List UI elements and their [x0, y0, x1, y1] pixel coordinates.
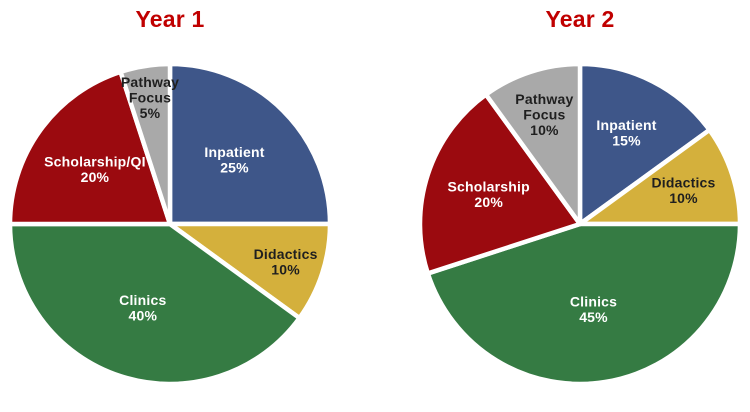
pie-year-2: Inpatient 15% Didactics 10% Clinics 45% Schola…	[417, 61, 743, 387]
year-2-title: Year 2	[545, 6, 615, 32]
pie-year-1-slice-pathway-focus	[118, 61, 173, 227]
pie-year-1: Inpatient 25% Didactics 10% Clinics 40% Schola…	[7, 61, 333, 387]
pie-year-2-slice-scholarship	[417, 92, 583, 276]
pie-year-1-label-scholarship-qi: Scholarship/QI 20%	[44, 154, 146, 186]
pie-year-1-label-pathway-focus: Pathway Focus 5%	[121, 74, 179, 121]
pie-year-1-slice-didactics	[167, 221, 333, 321]
pie-year-2-slice-pathway-focus	[483, 61, 583, 227]
pie-year-2-slice-didactics	[577, 127, 743, 227]
pie-year-1-slice-scholarship-qi	[7, 69, 173, 227]
pie-year-1-slice-inpatient	[167, 61, 333, 227]
pie-year-2-label-pathway-focus: Pathway Focus 10%	[515, 91, 573, 138]
pie-year-2-slice-clinics	[425, 221, 743, 387]
year-1-title: Year 1	[135, 6, 205, 32]
pie-year-2-label-clinics: Clinics 45%	[570, 294, 617, 326]
pie-year-1-label-inpatient: Inpatient 25%	[204, 144, 264, 176]
pie-year-2-label-didactics: Didactics 10%	[651, 175, 715, 207]
pie-year-2-label-inpatient: Inpatient 15%	[596, 117, 656, 149]
pie-year-1-slice-clinics	[7, 221, 302, 387]
pie-year-1-label-didactics: Didactics 10%	[254, 246, 318, 278]
pie-year-2-slice-inpatient	[577, 61, 712, 227]
pie-year-2-label-scholarship: Scholarship 20%	[448, 179, 530, 211]
pie-year-1-label-clinics: Clinics 40%	[119, 292, 166, 324]
